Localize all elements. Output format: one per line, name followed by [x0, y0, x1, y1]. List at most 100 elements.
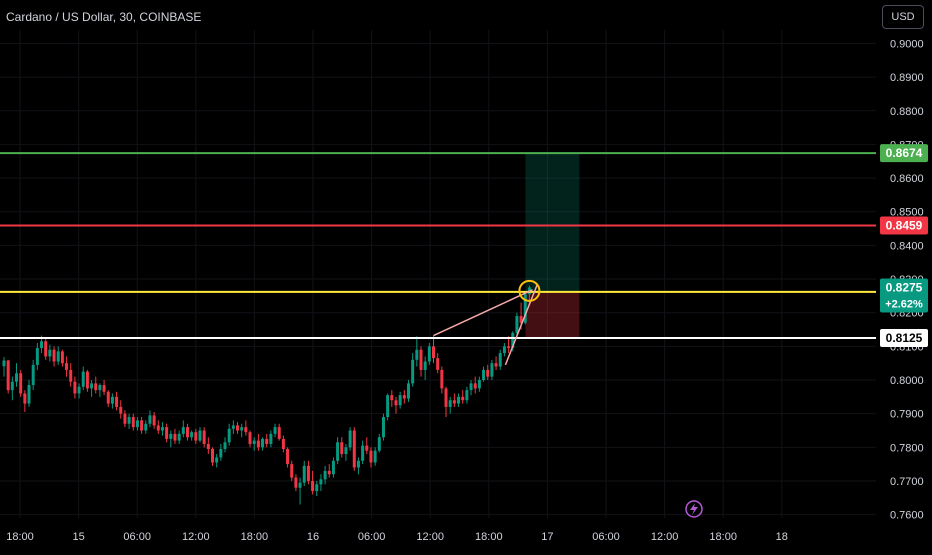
candle [386, 393, 390, 421]
candle-body [23, 393, 27, 404]
candle [402, 390, 406, 404]
x-tick-label: 12:00 [651, 531, 679, 543]
target-zone [525, 153, 580, 292]
candle [369, 447, 373, 468]
candle-body [110, 396, 114, 404]
candle-body [419, 349, 423, 370]
candle [286, 447, 290, 468]
candle [211, 447, 214, 466]
candle [23, 390, 27, 412]
currency-button[interactable]: USD [882, 5, 924, 29]
candle-body [185, 427, 189, 438]
candle [452, 393, 456, 407]
red-level-line-price-text: 0.8459 [886, 219, 923, 233]
candle-body [206, 443, 210, 450]
candle-body [115, 396, 119, 407]
candle-body [31, 364, 35, 386]
candle-body [302, 465, 306, 483]
candle-body [160, 427, 164, 431]
candle-body [294, 477, 298, 488]
candle-body [52, 349, 56, 362]
candle [406, 380, 410, 402]
candle [135, 417, 139, 431]
candle [219, 443, 223, 461]
candle [432, 335, 436, 364]
candle-body [152, 415, 156, 426]
y-tick-label: 0.8500 [890, 207, 924, 219]
candle [490, 359, 494, 381]
candle-body [423, 361, 427, 370]
trendline-upper [433, 289, 533, 337]
x-tick-label: 18:00 [6, 531, 34, 543]
candle-body [144, 423, 148, 431]
candle-body [515, 316, 519, 333]
candle [198, 427, 202, 443]
candle-body [319, 479, 323, 485]
highlight-circle [518, 279, 541, 302]
candle-body [390, 395, 394, 401]
candle [231, 420, 235, 434]
candle [102, 380, 106, 396]
current-price-text: 0.8275 [886, 280, 923, 294]
candle [190, 430, 194, 441]
candle-body [452, 400, 456, 404]
candle [523, 292, 527, 325]
candle-body [106, 391, 110, 404]
candle-body [202, 430, 206, 444]
candle [144, 420, 148, 434]
candle-body [231, 425, 235, 429]
candle-body [194, 432, 198, 441]
candle-body [373, 450, 377, 463]
candle [469, 380, 473, 396]
candle-body [223, 442, 227, 450]
candle [327, 464, 331, 478]
candle-body [261, 438, 265, 448]
candle-body [394, 400, 398, 406]
candle [148, 410, 152, 428]
candle [427, 342, 431, 365]
candle-body [81, 371, 85, 387]
x-tick-label: 17 [541, 531, 553, 543]
candle [202, 427, 206, 448]
candle-body [352, 430, 356, 468]
candle-body [190, 432, 194, 438]
chart-title: Cardano / US Dollar, 30, COINBASE [6, 10, 202, 24]
candle-body [90, 383, 94, 389]
candle [248, 430, 252, 448]
candle [15, 363, 19, 387]
candle-body [94, 383, 98, 391]
candle-body [315, 484, 319, 492]
candle-body [465, 390, 469, 401]
x-tick-label: 18:00 [709, 531, 737, 543]
candle [281, 435, 285, 453]
candle [482, 366, 486, 382]
candle-body [436, 358, 440, 370]
candle-body [19, 373, 23, 394]
candle [498, 349, 502, 370]
candle [73, 376, 77, 399]
candle [27, 380, 31, 407]
candle-body [356, 460, 360, 468]
candle [444, 386, 448, 418]
candle-body [406, 383, 410, 399]
candle-body [311, 480, 315, 492]
candle-body [306, 465, 310, 481]
candle-body [219, 449, 223, 458]
support-line-price-tag [880, 328, 928, 347]
lightning-icon-ring [685, 500, 703, 518]
candle-body [131, 417, 135, 428]
candle-body [35, 348, 39, 365]
candle [319, 474, 323, 492]
candle [356, 457, 360, 475]
x-tick-label: 18 [776, 531, 788, 543]
candle [31, 359, 35, 391]
candle-body [340, 442, 344, 455]
candle [457, 393, 461, 407]
candle [173, 428, 177, 444]
candle-body [248, 432, 252, 444]
candle [373, 447, 377, 466]
x-tick-label: 18:00 [475, 531, 503, 543]
candle-body [169, 433, 173, 439]
